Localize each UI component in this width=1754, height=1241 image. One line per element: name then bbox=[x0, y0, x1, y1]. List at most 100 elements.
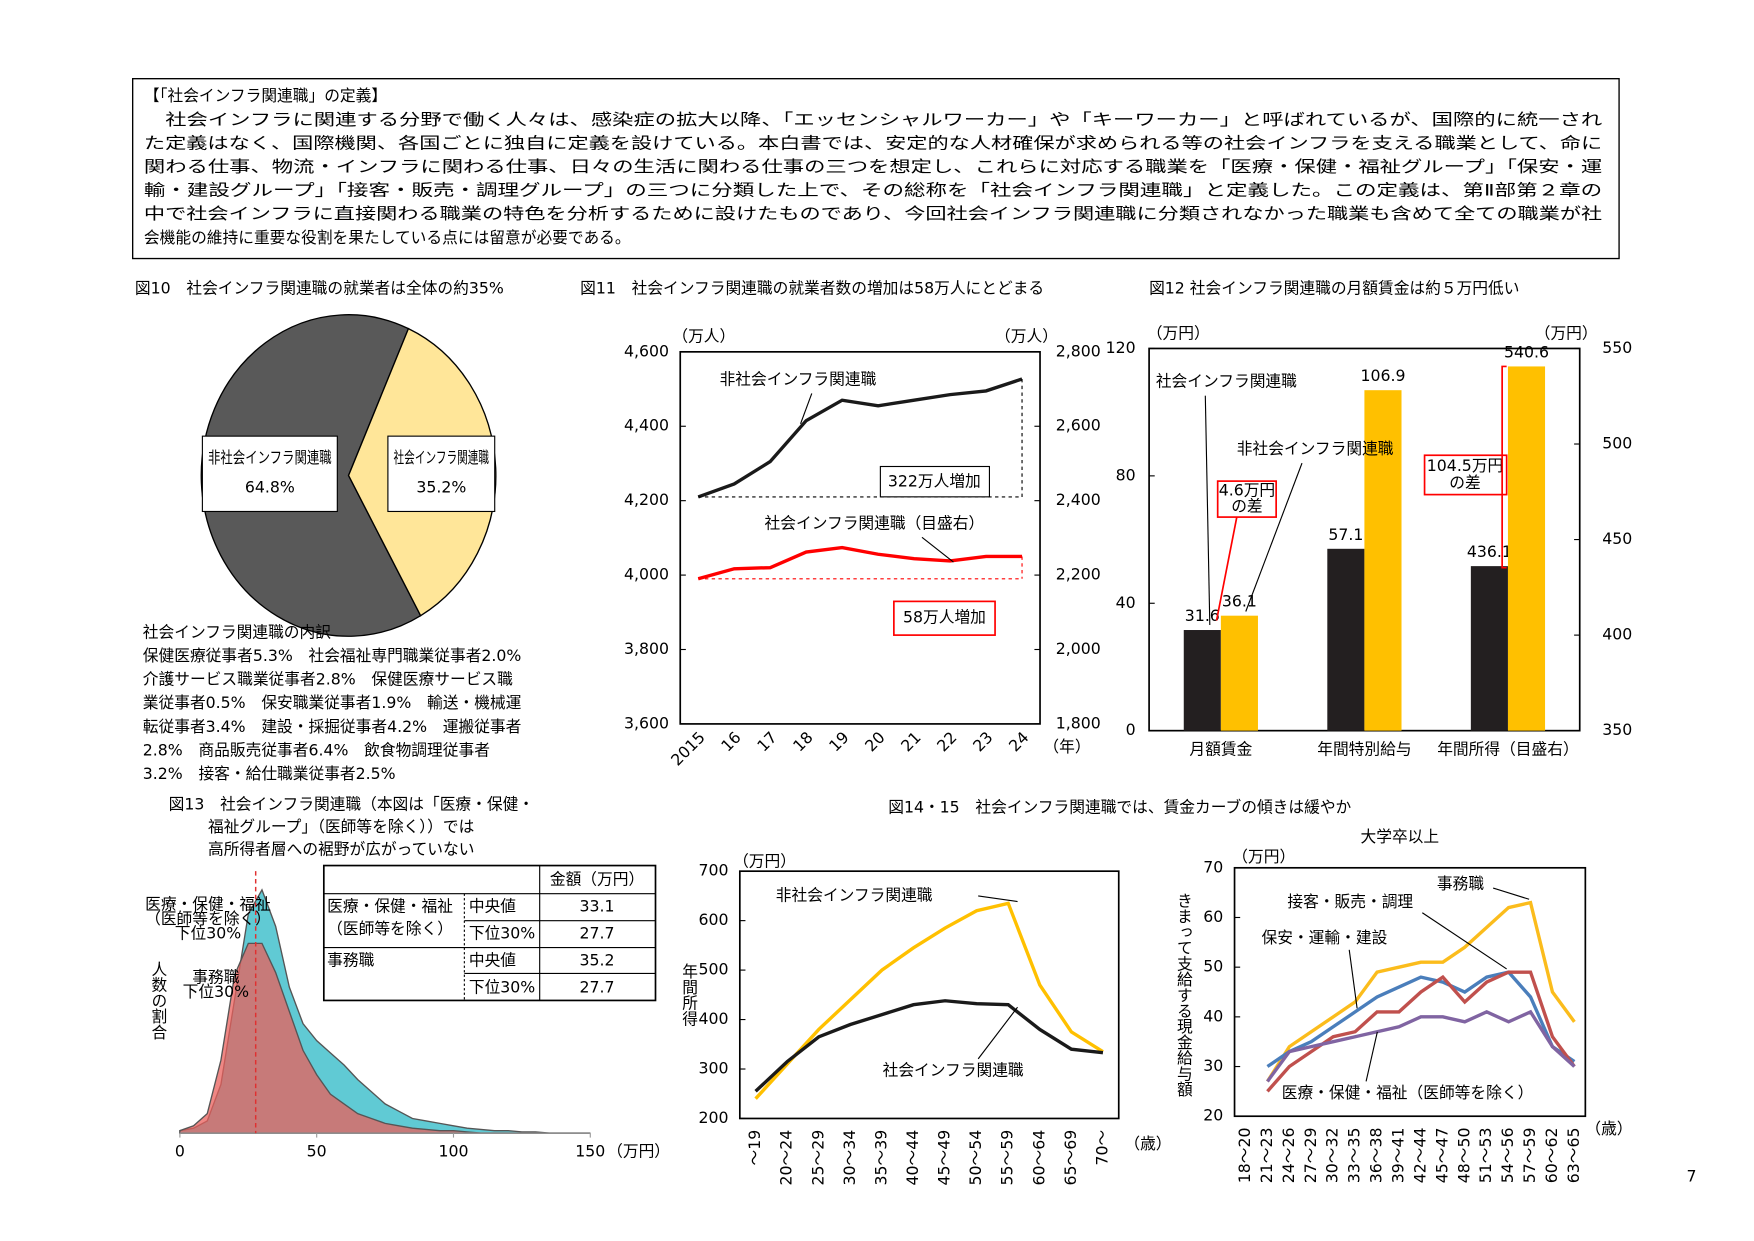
y2-tick-label: 1,800 bbox=[1056, 713, 1101, 732]
table-group: 医療・保健・福祉 bbox=[327, 897, 453, 916]
plot-area bbox=[1233, 866, 1587, 1118]
chart-title: 図13 社会インフラ関連職（本図は「医療・保健・ bbox=[169, 794, 534, 813]
table-group: 事務職 bbox=[327, 951, 374, 970]
bar bbox=[1220, 615, 1258, 731]
x-tick-label: 18～20 bbox=[1235, 1127, 1254, 1183]
x-tick-label: 19 bbox=[825, 728, 853, 756]
table-frame bbox=[322, 864, 657, 1002]
series-label: 社会インフラ関連職（目盛右） bbox=[765, 513, 985, 532]
slice-label: 社会インフラ関連職 bbox=[394, 448, 490, 467]
x-tick-label: 年間特別給与 bbox=[1317, 739, 1411, 758]
bar bbox=[1327, 548, 1365, 731]
chart-title: 福祉グループ」（医師等を除く））では bbox=[208, 817, 474, 836]
x-tick-label: 17 bbox=[753, 728, 781, 756]
chart-title: 高所得者層への裾野が広がっていない bbox=[208, 839, 474, 858]
y2-tick-label: 550 bbox=[1602, 338, 1632, 357]
note-line: 介護サービス職業従事者2.8% 保健医療サービス職 bbox=[143, 670, 513, 689]
series-line bbox=[754, 999, 1104, 1093]
x-tick-label: 0 bbox=[175, 1142, 185, 1161]
annotation: の差 bbox=[1449, 473, 1480, 492]
x-tick-label: 30～32 bbox=[1323, 1127, 1342, 1183]
x-tick-label: 60～62 bbox=[1542, 1127, 1561, 1183]
annotation: 104.5万円 bbox=[1427, 456, 1503, 475]
label-arrow bbox=[978, 895, 1018, 903]
plot-area bbox=[738, 870, 1120, 1120]
table-label: 中央値 bbox=[469, 951, 516, 970]
y2-tick-label: 500 bbox=[1602, 434, 1632, 453]
label-arrow bbox=[1422, 912, 1507, 970]
x-tick-label: 65～69 bbox=[1061, 1130, 1080, 1186]
x-tick-label: 20 bbox=[861, 728, 889, 756]
chart-title: 図10 社会インフラ関連職の就業者は全体の約35% bbox=[135, 278, 504, 297]
y2-tick-label: 400 bbox=[1602, 625, 1632, 644]
data-label: 106.9 bbox=[1360, 366, 1405, 385]
label-arrow bbox=[1492, 887, 1530, 900]
y-tick-label: 120 bbox=[1106, 338, 1136, 357]
table-value: 27.7 bbox=[580, 978, 615, 997]
y-axis-label: 人数の割合 bbox=[149, 961, 168, 1040]
series-label: 保安・運輸・建設 bbox=[1262, 928, 1388, 947]
series-line bbox=[754, 901, 1104, 1100]
x-tick-label: 42～44 bbox=[1410, 1127, 1429, 1183]
definition-line: 関わる仕事、物流・インフラに関わる仕事、日々の生活に関わる仕事の三つを想定し、こ… bbox=[144, 157, 1603, 176]
bar bbox=[1183, 630, 1221, 731]
bar bbox=[1507, 366, 1546, 731]
data-label: 436.1 bbox=[1467, 542, 1512, 561]
y-unit: （万人） bbox=[672, 327, 735, 346]
y-tick-label: 200 bbox=[699, 1108, 729, 1127]
y-tick-label: 700 bbox=[699, 861, 729, 880]
y-unit: （万円） bbox=[733, 852, 796, 871]
definition-line: 社会インフラに関連する分野で働く人々は、感染症の拡大以降、「エッセンシャルワーカ… bbox=[144, 110, 1603, 129]
label-arrow bbox=[1204, 395, 1211, 626]
y2-tick-label: 450 bbox=[1602, 529, 1632, 548]
table-header: 金額（万円） bbox=[550, 870, 644, 889]
y-tick-label: 40 bbox=[1203, 1006, 1223, 1025]
x-tick-label: 100 bbox=[438, 1142, 468, 1161]
chart-title: 図11 社会インフラ関連職の就業者数の増加は58万人にとどまる bbox=[580, 278, 1044, 297]
y-axis-label: きまって支給する現金給与額 bbox=[1174, 892, 1193, 1097]
y-tick-label: 500 bbox=[699, 960, 729, 979]
series-line bbox=[1266, 970, 1576, 1068]
annotation-box bbox=[1216, 480, 1277, 518]
series-line bbox=[1266, 1009, 1576, 1083]
x-tick-label: 30～34 bbox=[840, 1130, 859, 1186]
x-tick-label: 25～29 bbox=[808, 1130, 827, 1186]
note-line: 転従事者3.4% 建設・採掘従事者4.2% 運搬従事者 bbox=[143, 717, 522, 736]
x-tick-label: 70～ bbox=[1092, 1129, 1111, 1165]
slice-label: 非社会インフラ関連職 bbox=[208, 448, 332, 467]
slice-value: 35.2% bbox=[416, 477, 466, 496]
series-line bbox=[697, 545, 1023, 581]
x-tick-label: 23 bbox=[969, 728, 997, 756]
y-tick-label: 4,200 bbox=[624, 490, 669, 509]
series-label: 接客・販売・調理 bbox=[1287, 892, 1413, 911]
annotation: （医師等を除く） bbox=[145, 909, 271, 928]
annotation: の差 bbox=[1231, 496, 1262, 515]
x-tick-label: 20～24 bbox=[777, 1130, 796, 1186]
note-line: 3.2% 接客・給仕職業従事者2.5% bbox=[143, 764, 396, 783]
x-tick-label: 21 bbox=[897, 728, 925, 756]
table-label: 下位30% bbox=[469, 978, 535, 997]
x-tick-label: 年間所得（目盛右） bbox=[1437, 739, 1578, 758]
y-tick-label: 50 bbox=[1203, 957, 1223, 976]
y2-tick-label: 2,600 bbox=[1056, 416, 1101, 435]
y2-unit: （万人） bbox=[995, 327, 1058, 346]
note-title: 社会インフラ関連職の内訳 bbox=[143, 622, 331, 641]
definition-line: 会機能の維持に重要な役割を果たしている点には留意が必要である。 bbox=[144, 228, 631, 247]
y-tick-label: 3,800 bbox=[624, 639, 669, 658]
y2-tick-label: 2,200 bbox=[1056, 565, 1101, 584]
x-tick-label: 27～29 bbox=[1301, 1127, 1320, 1183]
annotation: 医療・保健・福祉 bbox=[145, 894, 271, 913]
x-tick-label: 50 bbox=[307, 1142, 327, 1161]
bar bbox=[1470, 566, 1508, 731]
table-group: （医師等を除く） bbox=[327, 919, 453, 938]
y-tick-label: 20 bbox=[1203, 1106, 1223, 1125]
annotation-box bbox=[893, 600, 996, 636]
annotation: 下位30% bbox=[183, 982, 249, 1001]
series-line bbox=[697, 377, 1023, 499]
y-tick-label: 40 bbox=[1116, 593, 1136, 612]
x-tick-label: 45～47 bbox=[1432, 1127, 1451, 1183]
definition-line: 中で社会インフラに直接関わる職業の特色を分析するために設けたものであり、今回社会… bbox=[144, 204, 1603, 223]
slice-value: 64.8% bbox=[245, 477, 295, 496]
y2-tick-label: 2,000 bbox=[1056, 639, 1101, 658]
annotation-box bbox=[1423, 454, 1508, 496]
